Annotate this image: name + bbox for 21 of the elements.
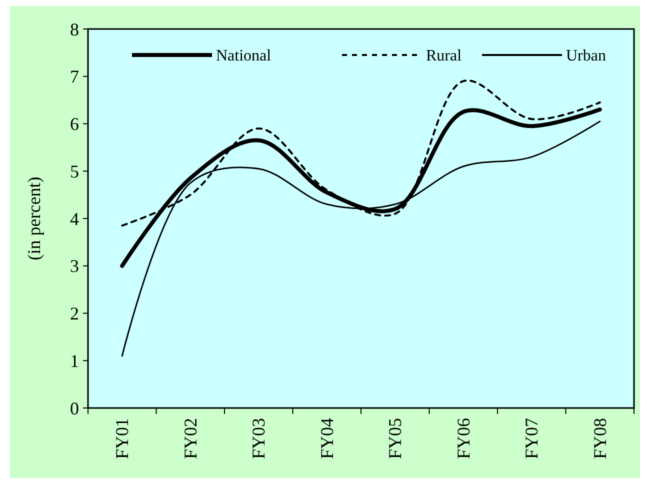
y-tick-label: 2 (70, 304, 79, 324)
legend-label: National (216, 48, 272, 65)
y-tick-label: 7 (70, 66, 79, 87)
x-tick-label: FY03 (248, 418, 269, 460)
x-tick-label: FY06 (453, 418, 474, 460)
x-tick-label: FY07 (522, 418, 542, 460)
legend-label: Rural (426, 48, 462, 65)
legend-label: Urban (566, 48, 606, 65)
y-tick-label: 6 (70, 114, 79, 134)
x-tick-label: FY01 (112, 418, 132, 460)
x-tick-label: FY02 (180, 418, 200, 460)
y-axis-title: (in percent) (24, 176, 44, 260)
x-tick-label: FY05 (385, 418, 406, 460)
y-tick-label: 8 (70, 19, 79, 40)
y-tick-label: 5 (70, 161, 79, 182)
y-tick-label: 4 (70, 208, 79, 229)
y-tick-label: 1 (70, 350, 79, 371)
x-tick-label: FY04 (316, 418, 337, 460)
x-tick-label: FY08 (590, 418, 610, 460)
y-tick-label: 3 (70, 256, 79, 276)
y-tick-label: 0 (70, 398, 79, 418)
